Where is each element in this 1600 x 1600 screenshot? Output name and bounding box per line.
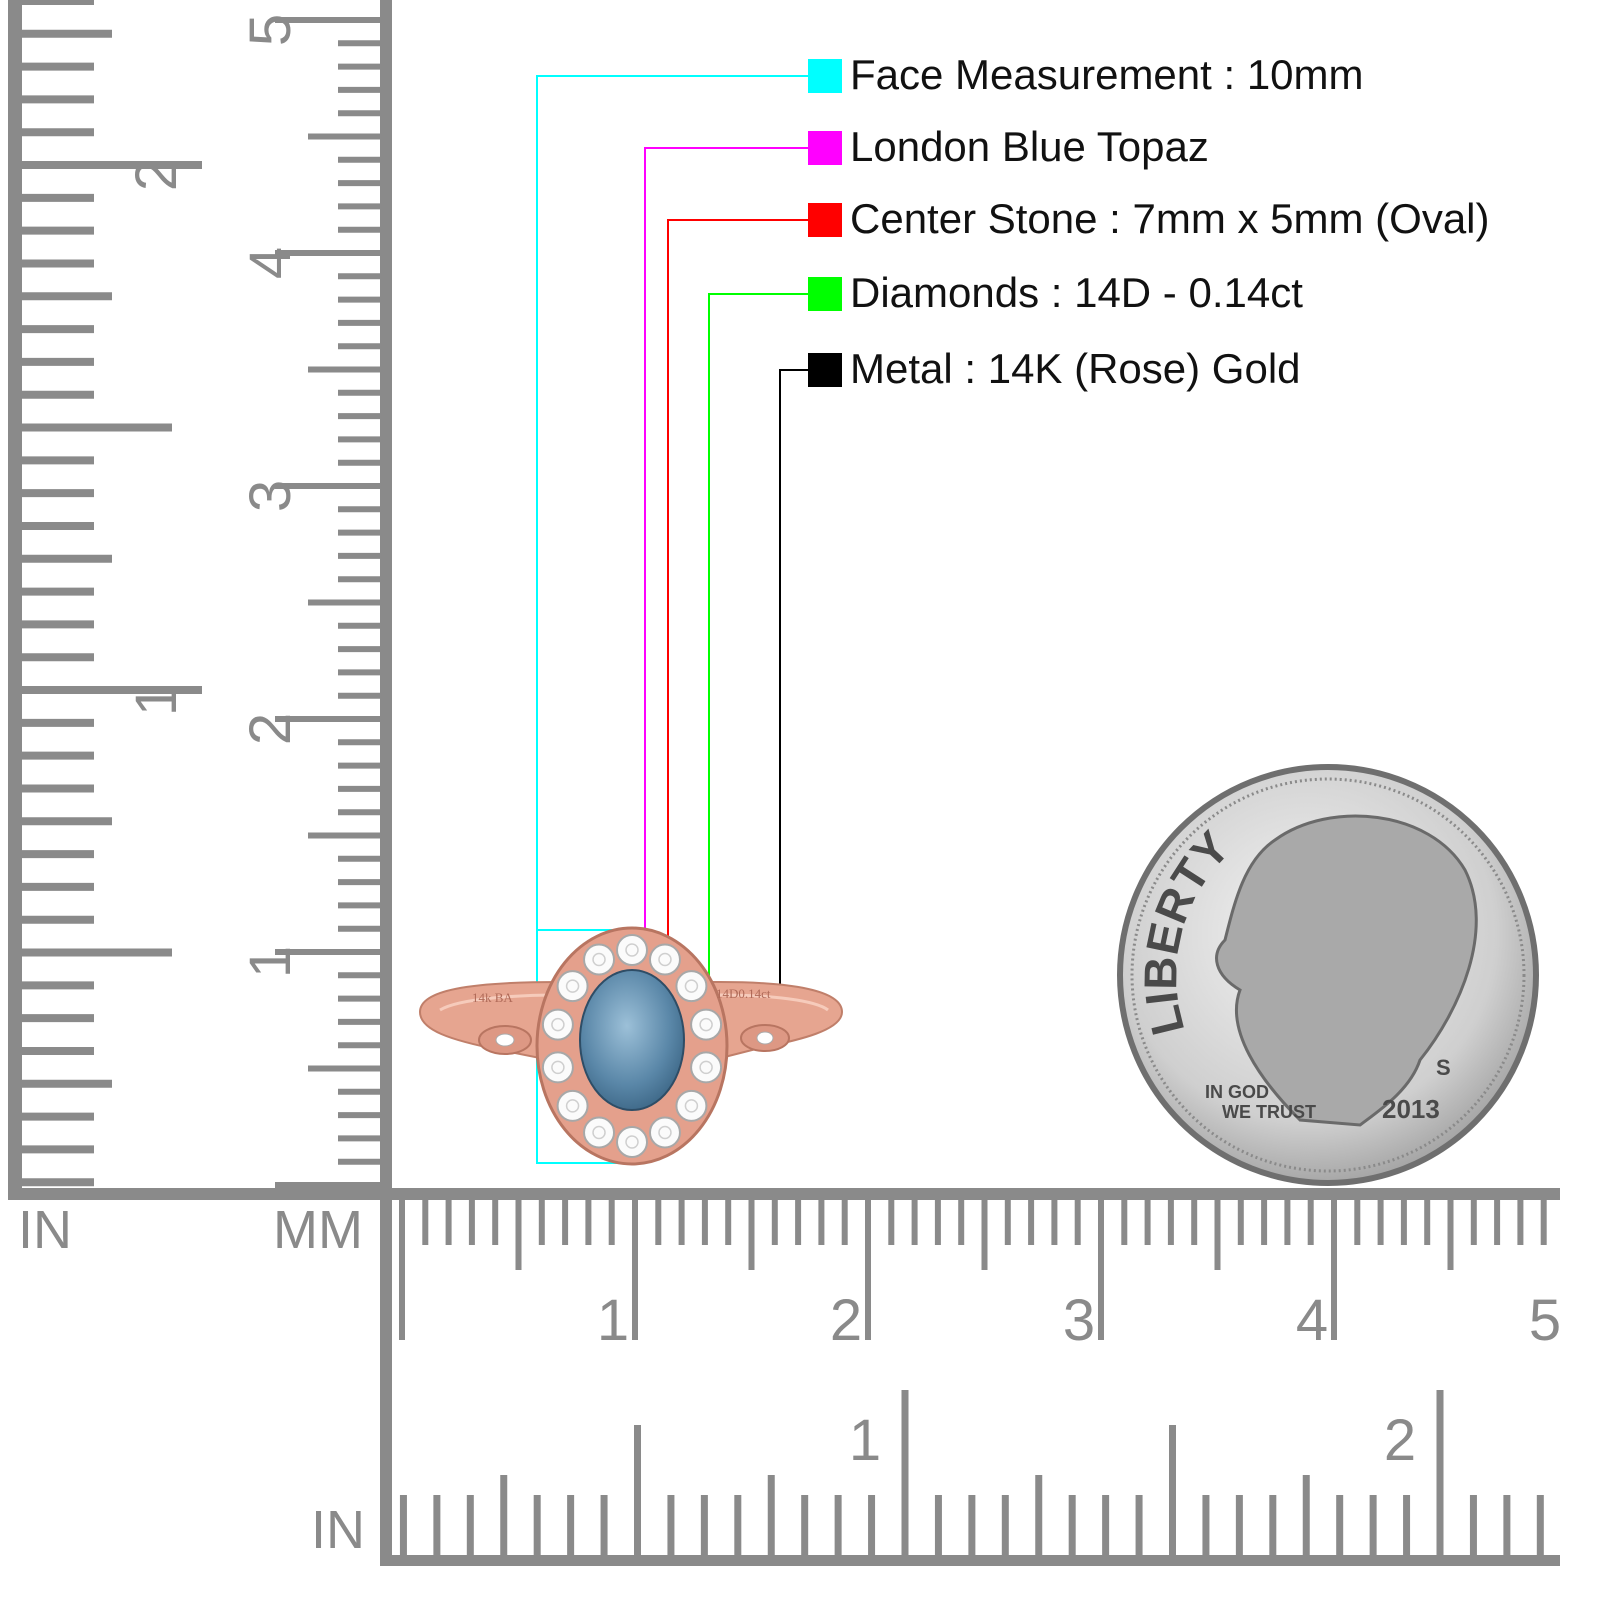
engraving: 14D0.14ct — [716, 986, 771, 1001]
diamond-facet — [699, 1060, 713, 1075]
leader-line — [708, 293, 808, 1045]
cm-label: 3 — [238, 480, 303, 512]
diamond — [541, 1008, 574, 1041]
engraving: 14k BA — [472, 990, 513, 1005]
color-swatch — [808, 353, 842, 387]
callouts: Face Measurement : 10mm London Blue Topaz… — [808, 51, 1490, 392]
diamond — [675, 1089, 708, 1122]
diamond — [556, 970, 589, 1003]
diamond — [556, 1089, 589, 1122]
diamond-facet — [658, 952, 672, 967]
diamond-facet — [565, 979, 580, 993]
inch-label: 1 — [124, 684, 189, 716]
diamond-facet — [625, 1135, 639, 1149]
diamond — [616, 934, 648, 966]
color-swatch — [808, 131, 842, 165]
diamond — [583, 943, 616, 976]
diamond — [583, 1116, 616, 1149]
diamond-facet — [592, 952, 606, 967]
diamond-facet — [565, 1099, 580, 1113]
diamond-facet — [658, 1125, 672, 1140]
diamond — [541, 1051, 574, 1084]
color-swatch — [808, 277, 842, 311]
callout-text: Face Measurement : 10mm — [850, 51, 1364, 98]
unit-label: IN — [311, 1500, 365, 1560]
color-swatch — [808, 59, 842, 93]
callout-text: Diamonds : 14D - 0.14ct — [850, 269, 1303, 316]
leader-line — [644, 147, 808, 1065]
inch-label: 2 — [124, 159, 189, 191]
cm-label: 5 — [1529, 1288, 1561, 1353]
leader-lines — [536, 75, 808, 1164]
coin-mint-mark: S — [1436, 1055, 1451, 1080]
cm-label: 4 — [238, 247, 303, 279]
cm-label: 5 — [238, 14, 303, 46]
diamond-facet — [684, 1099, 699, 1113]
diamond-facet — [699, 1017, 713, 1032]
callout-text: Center Stone : 7mm x 5mm (Oval) — [850, 195, 1490, 242]
diamond — [675, 970, 708, 1003]
ring: 14k BA 14D0.14ct — [418, 926, 844, 1166]
coin-year: 2013 — [1382, 1094, 1440, 1124]
inch-label: 2 — [1384, 1408, 1416, 1473]
diamond-facet — [625, 943, 639, 957]
unit-label: MM — [273, 1200, 363, 1260]
diamond — [690, 1051, 723, 1084]
cm-label: 1 — [238, 946, 303, 978]
color-swatch — [808, 203, 842, 237]
diamond-facet — [551, 1060, 565, 1075]
cm-label: 4 — [1296, 1288, 1328, 1353]
diamond — [690, 1008, 723, 1041]
diamond-facet — [592, 1125, 606, 1140]
diamond-facet — [684, 979, 699, 993]
coin-motto: WE TRUST — [1222, 1102, 1316, 1122]
diamond — [616, 1126, 648, 1158]
unit-label: IN — [18, 1200, 72, 1260]
callout-text: Metal : 14K (Rose) Gold — [850, 345, 1301, 392]
cm-label: 3 — [1063, 1288, 1095, 1353]
ruler-ticks — [22, 0, 1547, 1555]
cm-label: 2 — [830, 1288, 862, 1353]
halo-diamonds — [541, 934, 723, 1158]
diamond-facet — [551, 1017, 565, 1032]
cm-label: 1 — [597, 1288, 629, 1353]
ruler-frame — [8, 0, 1560, 1566]
leader-line — [536, 75, 808, 1163]
diamond — [648, 943, 681, 976]
coin-motto: IN GOD — [1205, 1082, 1269, 1102]
dime: LIBERTY IN GOD WE TRUST S 2013 — [1117, 764, 1539, 1186]
callout-text: London Blue Topaz — [850, 123, 1209, 170]
diamond — [648, 1116, 681, 1149]
leader-line — [667, 219, 808, 1065]
inch-label: 1 — [849, 1408, 881, 1473]
leader-line — [779, 369, 808, 990]
cm-label: 2 — [238, 713, 303, 745]
